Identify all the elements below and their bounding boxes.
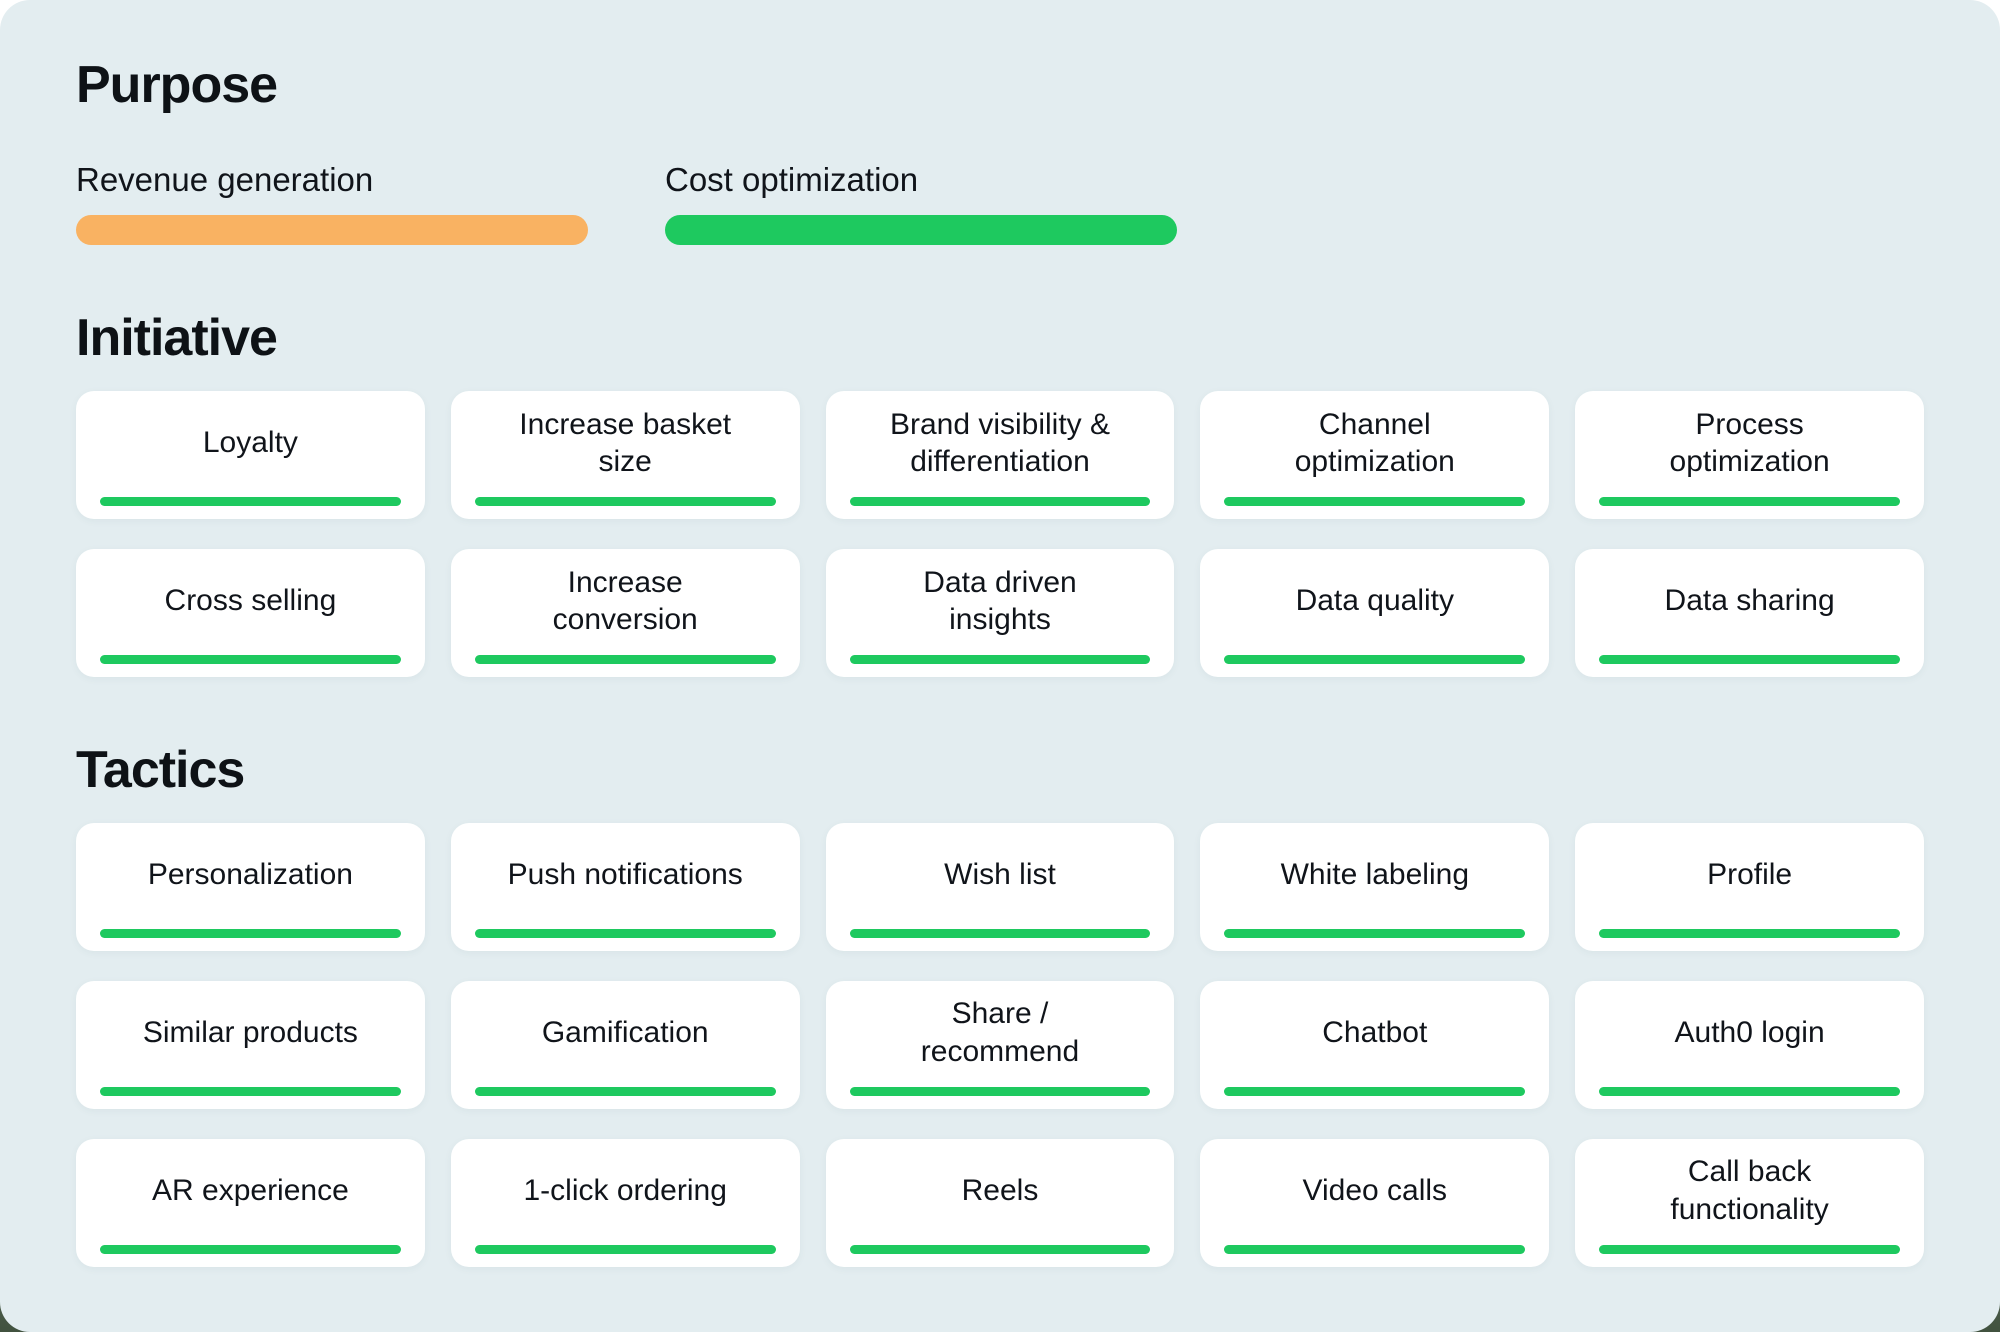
- tactics-section-title: Tactics: [76, 741, 245, 800]
- card-label: Auth0 login: [1674, 1016, 1825, 1050]
- card-underline: [100, 1086, 401, 1096]
- card-underline: [1599, 655, 1900, 665]
- card-underline: [1224, 655, 1526, 665]
- card-increase-basket-size[interactable]: Increase basket size: [450, 391, 800, 520]
- card-share-recommend[interactable]: Share / recommend: [825, 980, 1175, 1109]
- card-call-back-functionality[interactable]: Call back functionality: [1575, 1138, 1924, 1267]
- initiative-card-grid: Loyalty Increase basket size Brand visib…: [76, 391, 1924, 678]
- card-label: Profile: [1707, 858, 1793, 892]
- card-process-optimization[interactable]: Process optimization: [1575, 391, 1924, 520]
- card-chatbot[interactable]: Chatbot: [1200, 980, 1550, 1109]
- card-label: Share / recommend: [920, 997, 1080, 1068]
- card-ar-experience[interactable]: AR experience: [76, 1138, 425, 1267]
- card-1-click-ordering[interactable]: 1-click ordering: [450, 1138, 800, 1267]
- purpose-item-revenue-generation: Revenue generation: [76, 160, 588, 246]
- card-label: Process optimization: [1669, 407, 1830, 479]
- purpose-label: Revenue generation: [76, 160, 374, 198]
- card-underline: [1599, 1086, 1900, 1096]
- card-gamification[interactable]: Gamification: [450, 980, 800, 1109]
- initiative-section-title: Initiative: [76, 309, 278, 368]
- card-underline: [100, 655, 401, 665]
- card-push-notifications[interactable]: Push notifications: [450, 822, 800, 951]
- card-channel-optimization[interactable]: Channel optimization: [1200, 391, 1550, 520]
- card-label: Call back functionality: [1670, 1155, 1829, 1226]
- card-underline: [849, 497, 1151, 507]
- tactics-card-grid: Personalization Push notifications Wish …: [76, 822, 1924, 1267]
- card-data-quality[interactable]: Data quality: [1200, 549, 1550, 678]
- card-label: Increase conversion: [552, 565, 698, 637]
- card-underline: [1599, 497, 1900, 507]
- card-label: Loyalty: [202, 426, 298, 460]
- card-label: Data sharing: [1664, 584, 1835, 618]
- card-label: Similar products: [142, 1016, 358, 1050]
- card-data-sharing[interactable]: Data sharing: [1575, 549, 1924, 678]
- purpose-row: Revenue generation Cost optimization: [76, 160, 1924, 246]
- card-cross-selling[interactable]: Cross selling: [76, 549, 425, 678]
- purpose-section-title: Purpose: [76, 56, 278, 114]
- card-label: Gamification: [541, 1016, 709, 1050]
- card-loyalty[interactable]: Loyalty: [76, 391, 425, 520]
- card-data-driven-insights[interactable]: Data driven insights: [825, 549, 1175, 678]
- card-underline: [1599, 1244, 1900, 1254]
- card-underline: [474, 928, 776, 938]
- card-label: Increase basket size: [519, 407, 732, 479]
- card-underline: [1599, 928, 1900, 938]
- card-label: White labeling: [1280, 858, 1469, 892]
- card-label: AR experience: [152, 1174, 349, 1208]
- card-similar-products[interactable]: Similar products: [76, 980, 425, 1109]
- card-personalization[interactable]: Personalization: [76, 822, 425, 951]
- card-underline: [1224, 928, 1526, 938]
- card-underline: [849, 928, 1151, 938]
- card-label: Channel optimization: [1294, 407, 1455, 479]
- card-label: Video calls: [1302, 1174, 1448, 1208]
- card-auth0-login[interactable]: Auth0 login: [1575, 980, 1924, 1109]
- card-underline: [474, 655, 776, 665]
- card-underline: [849, 1244, 1151, 1254]
- card-underline: [849, 655, 1151, 665]
- card-increase-conversion[interactable]: Increase conversion: [450, 549, 800, 678]
- card-label: Cross selling: [164, 584, 337, 618]
- purpose-item-cost-optimization: Cost optimization: [665, 160, 1177, 246]
- card-underline: [100, 1244, 401, 1254]
- card-underline: [849, 1086, 1151, 1096]
- card-underline: [474, 497, 776, 507]
- card-underline: [1224, 1244, 1526, 1254]
- card-label: 1-click ordering: [523, 1174, 727, 1208]
- card-wish-list[interactable]: Wish list: [825, 822, 1175, 951]
- card-video-calls[interactable]: Video calls: [1200, 1138, 1550, 1267]
- card-white-labeling[interactable]: White labeling: [1200, 822, 1550, 951]
- card-label: Wish list: [944, 858, 1056, 892]
- card-underline: [474, 1086, 776, 1096]
- card-underline: [1224, 497, 1526, 507]
- card-label: Reels: [961, 1174, 1039, 1208]
- card-underline: [474, 1244, 776, 1254]
- card-label: Brand visibility & differentiation: [889, 407, 1111, 479]
- card-label: Data quality: [1295, 584, 1454, 618]
- card-reels[interactable]: Reels: [825, 1138, 1175, 1267]
- card-underline: [100, 928, 401, 938]
- card-label: Push notifications: [507, 858, 743, 892]
- purpose-bar-cost-optimization: [665, 215, 1177, 246]
- purpose-bar-revenue-generation: [76, 215, 588, 246]
- card-label: Personalization: [147, 858, 353, 892]
- purpose-label: Cost optimization: [665, 160, 919, 198]
- card-label: Data driven insights: [923, 565, 1077, 637]
- card-underline: [1224, 1086, 1526, 1096]
- card-brand-visibility-differentiation[interactable]: Brand visibility & differentiation: [825, 391, 1175, 520]
- card-underline: [100, 497, 401, 507]
- card-label: Chatbot: [1322, 1016, 1428, 1050]
- card-profile[interactable]: Profile: [1575, 822, 1924, 951]
